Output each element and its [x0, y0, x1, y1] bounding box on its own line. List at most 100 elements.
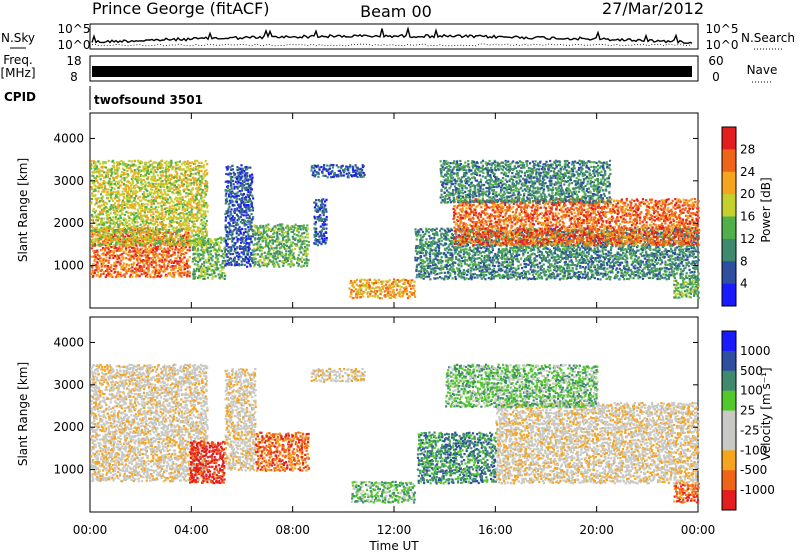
- data-cell: [230, 212, 233, 215]
- data-cell: [362, 165, 365, 168]
- data-cell: [452, 268, 455, 271]
- data-cell: [101, 195, 104, 198]
- data-cell: [322, 211, 325, 214]
- data-cell: [224, 239, 227, 242]
- data-cell: [187, 231, 190, 234]
- data-cell: [240, 213, 243, 216]
- data-cell: [147, 254, 150, 257]
- data-cell: [153, 254, 156, 257]
- data-cell: [261, 256, 264, 259]
- data-cell: [129, 267, 132, 270]
- data-cell: [160, 205, 163, 208]
- data-cell: [221, 262, 224, 265]
- data-cell: [183, 216, 186, 219]
- data-cell: [123, 239, 126, 242]
- data-cell: [472, 268, 475, 271]
- data-cell: [165, 193, 168, 196]
- data-cell: [115, 264, 118, 267]
- data-cell: [135, 183, 138, 186]
- data-cell: [432, 260, 435, 263]
- data-cell: [275, 244, 278, 247]
- data-cell: [440, 243, 443, 246]
- data-cell: [230, 186, 233, 189]
- data-cell: [310, 169, 313, 172]
- data-cell: [222, 266, 225, 269]
- data-cell: [137, 176, 140, 179]
- data-cell: [252, 216, 255, 219]
- data-cell: [193, 239, 196, 242]
- data-cell: [137, 210, 140, 213]
- data-cell: [152, 202, 155, 205]
- data-cell: [223, 237, 226, 240]
- data-cell: [93, 184, 96, 187]
- data-cell: [102, 165, 105, 168]
- data-cell: [241, 208, 244, 211]
- data-cell: [92, 272, 95, 275]
- data-cell: [418, 273, 421, 276]
- data-cell: [478, 270, 481, 273]
- data-cell: [119, 271, 122, 274]
- data-cell: [156, 174, 160, 177]
- data-cell: [192, 167, 195, 170]
- data-cell: [131, 272, 134, 275]
- data-cell: [243, 222, 246, 225]
- data-cell: [177, 238, 180, 241]
- data-cell: [398, 285, 401, 288]
- data-cell: [141, 269, 144, 273]
- data-cell: [363, 173, 366, 176]
- data-cell: [135, 171, 138, 174]
- data-cell: [425, 238, 428, 241]
- data-cell: [93, 228, 96, 231]
- data-cell: [190, 190, 193, 194]
- data-cell: [155, 231, 158, 235]
- data-cell: [203, 195, 206, 198]
- data-cell: [192, 243, 196, 246]
- data-cell: [152, 166, 155, 169]
- data-cell: [251, 180, 254, 183]
- data-cell: [466, 273, 469, 276]
- data-cell: [120, 203, 123, 206]
- data-cell: [234, 242, 237, 245]
- data-cell: [367, 281, 370, 284]
- data-cell: [288, 238, 291, 241]
- data-region: [310, 163, 366, 179]
- data-cell: [176, 221, 179, 224]
- data-cell: [134, 203, 137, 206]
- data-cell: [430, 237, 433, 240]
- data-cell: [164, 249, 167, 252]
- data-cell: [440, 236, 443, 239]
- data-cell: [154, 247, 157, 250]
- data-cell: [257, 236, 260, 240]
- data-cell: [424, 260, 427, 263]
- data-cell: [192, 268, 196, 271]
- data-cell: [450, 240, 453, 243]
- data-cell: [176, 174, 179, 177]
- data-cell: [189, 227, 192, 230]
- data-cell: [297, 231, 300, 234]
- data-cell: [190, 208, 194, 211]
- data-cell: [189, 172, 192, 175]
- data-cell: [145, 208, 148, 211]
- data-cell: [148, 228, 152, 231]
- data-cell: [464, 256, 467, 259]
- data-cell: [167, 252, 170, 255]
- data-cell: [476, 274, 479, 277]
- data-cell: [126, 169, 129, 172]
- data-cell: [236, 254, 239, 258]
- data-cell: [243, 187, 246, 190]
- data-cell: [223, 277, 226, 280]
- data-cell: [260, 252, 263, 255]
- data-cell: [247, 258, 250, 261]
- data-cell: [149, 275, 152, 279]
- data-cell: [158, 263, 161, 267]
- data-cell: [123, 197, 126, 200]
- data-cell: [114, 260, 117, 263]
- data-cell: [361, 168, 364, 172]
- data-cell: [106, 175, 109, 178]
- data-cell: [293, 247, 297, 251]
- data-cell: [431, 229, 434, 233]
- data-cell: [150, 265, 153, 268]
- data-cell: [242, 246, 245, 249]
- data-cell: [373, 282, 376, 285]
- data-cell: [247, 228, 250, 231]
